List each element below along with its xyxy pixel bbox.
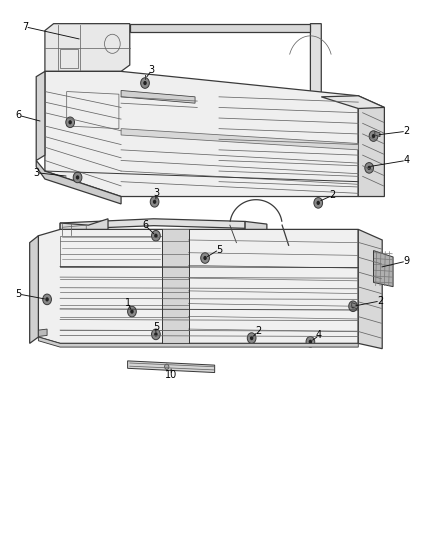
Text: 5: 5 (153, 322, 159, 333)
Polygon shape (39, 229, 358, 343)
Polygon shape (36, 71, 45, 160)
Text: 9: 9 (403, 256, 409, 266)
Circle shape (43, 294, 51, 305)
Circle shape (351, 304, 355, 309)
Text: 2: 2 (329, 190, 335, 200)
Polygon shape (36, 160, 121, 204)
Text: 7: 7 (22, 22, 28, 32)
Polygon shape (121, 128, 358, 150)
Polygon shape (245, 221, 267, 233)
Text: 4: 4 (403, 156, 409, 165)
Circle shape (127, 306, 136, 317)
Circle shape (247, 333, 256, 343)
Circle shape (46, 297, 49, 302)
Text: 2: 2 (255, 326, 261, 336)
Circle shape (369, 131, 378, 141)
Text: 10: 10 (165, 370, 177, 380)
Polygon shape (358, 229, 382, 349)
Circle shape (143, 81, 147, 85)
Polygon shape (358, 96, 385, 197)
Text: 2: 2 (403, 126, 409, 136)
Circle shape (73, 172, 82, 183)
Polygon shape (352, 303, 357, 309)
Text: 1: 1 (124, 297, 131, 308)
Circle shape (349, 301, 357, 312)
Text: 3: 3 (33, 168, 39, 177)
Circle shape (250, 336, 253, 340)
Polygon shape (130, 23, 311, 32)
Circle shape (154, 233, 158, 238)
Circle shape (367, 166, 371, 170)
Polygon shape (39, 329, 47, 336)
Text: 3: 3 (153, 188, 159, 198)
Circle shape (154, 332, 158, 336)
Text: 3: 3 (148, 66, 155, 75)
Circle shape (372, 134, 375, 138)
Polygon shape (127, 361, 215, 373)
Text: 5: 5 (16, 289, 22, 299)
Circle shape (152, 230, 160, 241)
Circle shape (153, 200, 156, 204)
Polygon shape (374, 251, 393, 287)
Polygon shape (162, 229, 188, 343)
Circle shape (66, 117, 74, 127)
Polygon shape (60, 219, 245, 229)
Polygon shape (375, 131, 380, 136)
Circle shape (317, 201, 320, 205)
Circle shape (141, 78, 149, 88)
Text: 6: 6 (142, 220, 148, 230)
Text: 6: 6 (16, 110, 22, 120)
Polygon shape (45, 71, 358, 197)
Text: 2: 2 (377, 296, 383, 306)
Polygon shape (45, 23, 130, 71)
Circle shape (165, 364, 169, 369)
Polygon shape (311, 23, 321, 102)
Circle shape (76, 175, 79, 180)
Circle shape (365, 163, 374, 173)
Polygon shape (321, 96, 385, 109)
Circle shape (130, 310, 134, 314)
Circle shape (306, 336, 315, 347)
Polygon shape (121, 91, 195, 103)
Circle shape (150, 197, 159, 207)
Text: 5: 5 (216, 245, 222, 255)
Circle shape (309, 340, 312, 344)
Circle shape (68, 120, 72, 124)
Circle shape (201, 253, 209, 263)
Polygon shape (39, 337, 358, 347)
Text: 4: 4 (316, 330, 322, 341)
Circle shape (152, 329, 160, 340)
Circle shape (314, 198, 322, 208)
Polygon shape (30, 236, 39, 343)
Polygon shape (60, 219, 108, 236)
Circle shape (203, 256, 207, 260)
